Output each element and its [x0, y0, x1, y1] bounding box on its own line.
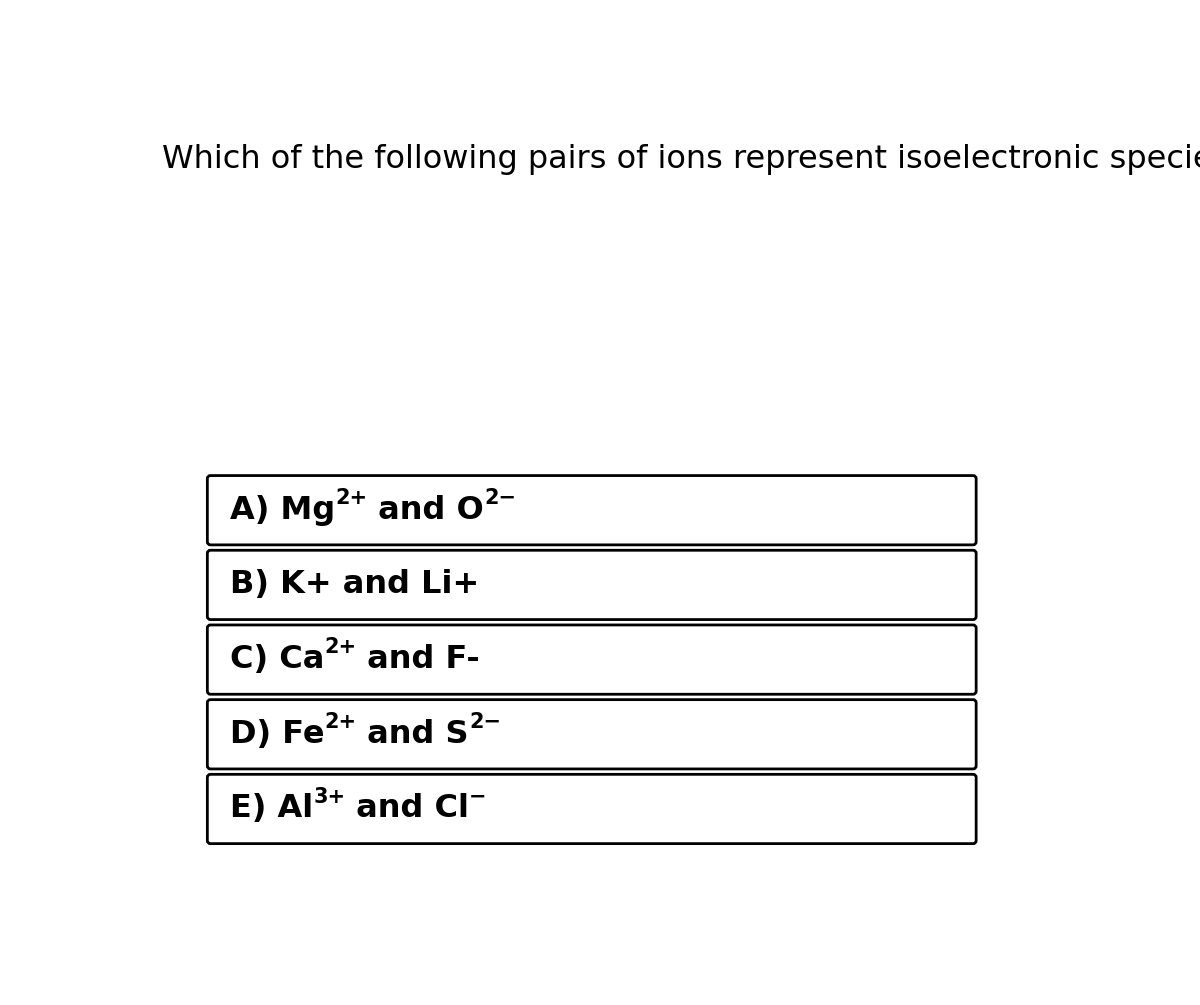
Text: and S: and S: [356, 719, 469, 750]
FancyBboxPatch shape: [208, 551, 976, 619]
Text: and Cl: and Cl: [346, 794, 469, 824]
FancyBboxPatch shape: [208, 699, 976, 769]
FancyBboxPatch shape: [208, 625, 976, 694]
Text: 2+: 2+: [335, 488, 367, 509]
Text: and F-: and F-: [356, 644, 480, 675]
FancyBboxPatch shape: [208, 475, 976, 545]
Text: 2+: 2+: [324, 713, 356, 732]
Text: D) Fe: D) Fe: [230, 719, 324, 750]
Text: 2−: 2−: [469, 713, 500, 732]
FancyBboxPatch shape: [208, 774, 976, 843]
Text: 3+: 3+: [313, 787, 346, 807]
Text: C) Ca: C) Ca: [230, 644, 324, 675]
Text: B) K+ and Li+: B) K+ and Li+: [230, 570, 479, 600]
Text: A) Mg: A) Mg: [230, 494, 335, 526]
Text: 2+: 2+: [324, 637, 356, 657]
Text: 2−: 2−: [484, 488, 516, 509]
Text: Which of the following pairs of ions represent isoelectronic species?: Which of the following pairs of ions rep…: [162, 144, 1200, 175]
Text: E) Al: E) Al: [230, 794, 313, 824]
Text: and O: and O: [367, 494, 484, 526]
Text: −: −: [469, 787, 487, 807]
